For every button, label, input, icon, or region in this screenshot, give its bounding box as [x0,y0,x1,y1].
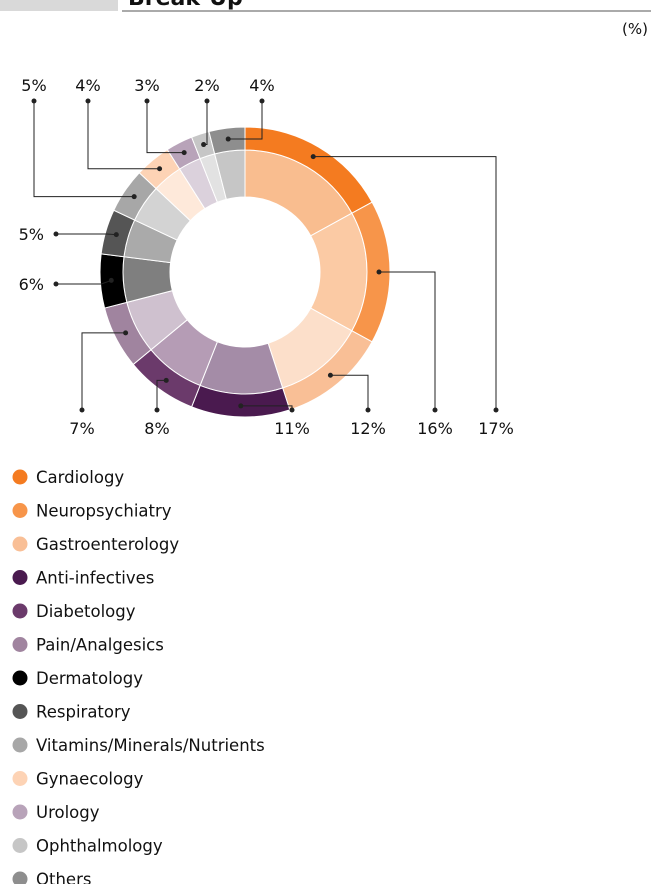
value-label: 16% [417,419,453,438]
leader-dot [108,277,114,283]
value-label: 17% [478,419,514,438]
leader-dot [79,407,85,413]
value-label: 3% [134,76,159,95]
legend-label: Respiratory [36,703,131,722]
leader-dot [157,166,163,172]
leader-dot [225,136,231,142]
leader-dot [327,372,333,378]
value-label: 7% [69,419,94,438]
leader-line [81,332,126,410]
leader-dot [289,407,295,413]
chart-title: Break-Up [128,0,243,11]
unit-label: (%) [622,20,648,38]
leader-dot [365,407,371,413]
leader-line [156,379,167,410]
value-label: 5% [19,225,44,244]
leader-line [56,233,117,236]
value-label: 12% [350,419,386,438]
leader-line [330,374,369,410]
leader-dot [154,407,160,413]
legend-swatch [12,637,28,652]
leader-dot [238,403,244,409]
legend-label: Gynaecology [36,770,144,789]
leader-dot [376,269,382,275]
legend-label: Vitamins/Minerals/Nutrients [36,736,265,755]
leader-line [87,101,160,170]
leader-dot [259,98,265,104]
title-bar [0,0,118,11]
value-label: 4% [75,76,100,95]
leader-dot [201,142,207,148]
legend-label: Dermatology [36,669,143,688]
legend-label: Others [36,870,91,884]
value-label: 6% [19,275,44,294]
leader-dot [113,232,119,238]
leader-line [56,279,112,285]
legend-swatch [12,603,28,619]
leader-dot [123,330,129,336]
leader-dot [181,150,187,156]
legend-swatch [12,737,28,753]
leader-dot [144,98,150,104]
leader-dot [204,98,210,104]
legend-swatch [12,704,28,719]
legend-label: Neuropsychiatry [36,502,172,521]
leader-line [379,271,436,410]
value-label: 8% [144,419,169,438]
leader-dot [131,194,137,200]
leader-dot [85,98,91,104]
leader-line [313,156,497,410]
leader-line [33,101,135,198]
legend-swatch [12,838,28,853]
leader-dot [31,98,37,104]
leader-dot [310,154,316,160]
leader-dot [493,407,499,413]
legend-label: Pain/Analgesics [36,636,164,655]
leader-line [228,101,263,140]
leader-line [146,101,185,154]
legend-label: Anti-infectives [36,569,154,588]
value-label: 4% [249,76,274,95]
legend-swatch [12,503,28,518]
legend-label: Ophthalmology [36,837,163,856]
legend-label: Urology [36,803,100,822]
legend-swatch [12,804,28,820]
value-label: 2% [194,76,219,95]
legend-swatch [12,670,28,686]
legend-swatch [12,469,28,485]
value-label: 5% [21,76,46,95]
leader-dot [53,281,59,287]
leader-dot [53,231,59,237]
leader-dot [163,377,169,383]
legend-swatch [12,871,28,887]
value-label: 11% [274,419,310,438]
legend-swatch [12,536,28,552]
leader-dot [432,407,438,413]
legend-swatch [12,570,28,585]
legend-label: Gastroenterology [36,535,179,554]
legend-label: Diabetology [36,602,136,621]
legend-label: Cardiology [36,468,124,487]
legend-swatch [12,771,28,786]
